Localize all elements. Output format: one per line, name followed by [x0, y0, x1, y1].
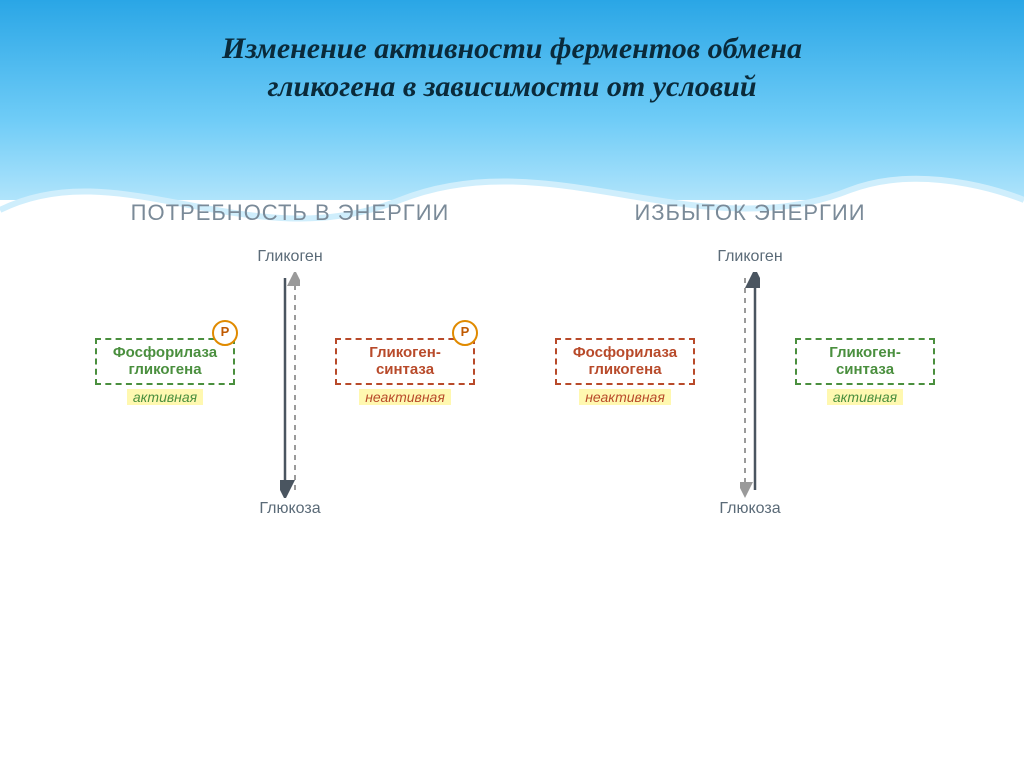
enzyme-name-l1: Фосфорилаза	[113, 344, 217, 361]
enzyme-name-l2: синтаза	[836, 361, 894, 378]
enzyme-box: Гликоген- синтаза	[335, 338, 475, 385]
enzyme-status: активная	[827, 389, 903, 405]
node-glucose-need: Глюкоза	[230, 500, 350, 518]
enzyme-box: Фосфорилаза гликогена	[95, 338, 235, 385]
enzyme-phosphorylase-need: Фосфорилаза гликогена активная P	[90, 338, 240, 407]
phosphate-icon: P	[212, 320, 238, 346]
enzyme-name-l2: гликогена	[128, 361, 201, 378]
arrows-need	[280, 272, 300, 498]
enzyme-phosphorylase-excess: Фосфорилаза гликогена неактивная	[550, 338, 700, 407]
title-line-1: Изменение активности ферментов обмена	[222, 32, 802, 65]
arrows-excess	[740, 272, 760, 498]
enzyme-status: неактивная	[579, 389, 671, 405]
enzyme-status: активная	[127, 389, 203, 405]
enzyme-box: Фосфорилаза гликогена	[555, 338, 695, 385]
node-glycogen-excess: Гликоген	[690, 248, 810, 266]
enzyme-synthase-excess: Гликоген- синтаза активная	[790, 338, 940, 407]
slide: Изменение активности ферментов обмена гл…	[0, 0, 1024, 767]
phosphate-icon: P	[452, 320, 478, 346]
panel-excess-title: ИЗБЫТОК ЭНЕРГИИ	[540, 200, 960, 226]
panel-energy-excess: ИЗБЫТОК ЭНЕРГИИ Гликоген Глюкоза	[540, 200, 960, 570]
panel-need-title: ПОТРЕБНОСТЬ В ЭНЕРГИИ	[80, 200, 500, 226]
enzyme-name-l2: синтаза	[376, 361, 434, 378]
node-glucose-excess: Глюкоза	[690, 500, 810, 518]
panel-energy-need: ПОТРЕБНОСТЬ В ЭНЕРГИИ Гликоген Глюкоза	[80, 200, 500, 570]
enzyme-box: Гликоген- синтаза	[795, 338, 935, 385]
enzyme-name-l1: Фосфорилаза	[573, 344, 677, 361]
enzyme-name-l1: Гликоген-	[369, 344, 441, 361]
enzyme-synthase-need: Гликоген- синтаза неактивная P	[330, 338, 480, 407]
enzyme-name-l1: Гликоген-	[829, 344, 901, 361]
slide-title: Изменение активности ферментов обмена гл…	[0, 30, 1024, 105]
node-glycogen-need: Гликоген	[230, 248, 350, 266]
title-line-2: гликогена в зависимости от условий	[267, 70, 756, 103]
enzyme-name-l2: гликогена	[588, 361, 661, 378]
enzyme-status: неактивная	[359, 389, 451, 405]
